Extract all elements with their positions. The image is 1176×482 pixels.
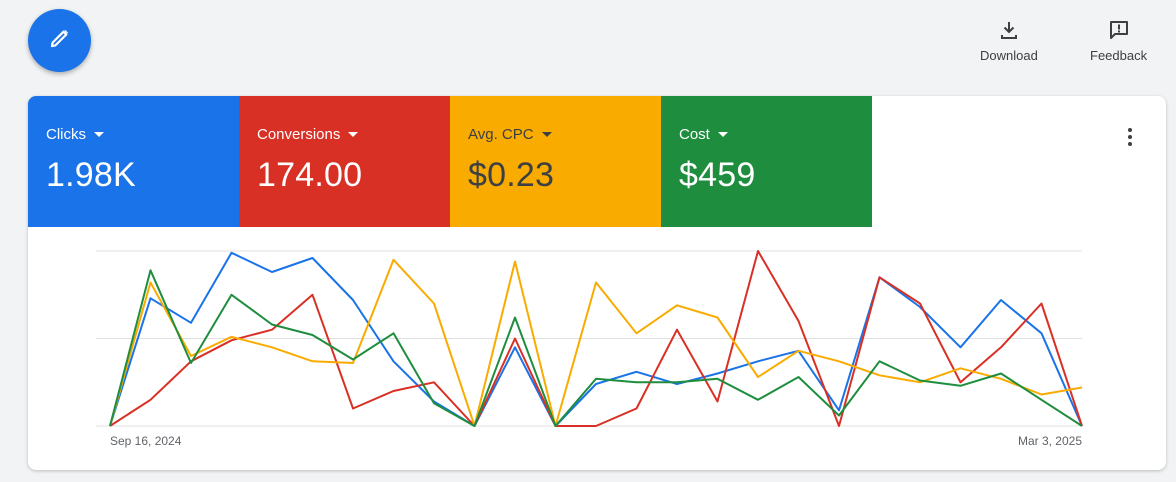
metric-label: Conversions <box>257 126 341 143</box>
metric-value: $0.23 <box>468 156 555 194</box>
more-vert-icon <box>1128 128 1132 132</box>
metric-value: 174.00 <box>257 156 363 194</box>
chart-grid <box>96 250 1082 427</box>
download-label: Download <box>980 48 1038 63</box>
metric-tile-cost[interactable]: Cost $459 <box>661 96 872 227</box>
metric-label: Avg. CPC <box>468 126 534 143</box>
series-line-3 <box>109 269 1083 427</box>
more-options-button[interactable] <box>1120 124 1140 150</box>
series-line-1 <box>109 250 1083 427</box>
line-chart: Sep 16, 2024 Mar 3, 2025 <box>96 250 1083 448</box>
feedback-button[interactable]: Feedback <box>1090 18 1147 63</box>
x-axis-start-label: Sep 16, 2024 <box>110 434 182 448</box>
caret-down-icon <box>348 132 359 137</box>
metric-value: 1.98K <box>46 156 136 194</box>
feedback-label: Feedback <box>1090 48 1148 63</box>
edit-fab-button[interactable] <box>28 9 91 72</box>
caret-down-icon <box>94 132 104 137</box>
metric-tile-clicks[interactable]: Clicks 1.98K <box>28 96 239 227</box>
metric-value: $459 <box>679 156 756 194</box>
metric-tile-conversions[interactable]: Conversions 174.00 <box>239 96 450 227</box>
series-line-2 <box>109 258 1083 427</box>
metric-label: Clicks <box>46 126 86 143</box>
caret-down-icon <box>717 132 728 137</box>
caret-down-icon <box>541 132 552 137</box>
chart-series <box>109 250 1083 427</box>
x-axis-end-label: Mar 3, 2025 <box>1018 434 1082 448</box>
metric-label: Cost <box>679 126 710 143</box>
series-line-0 <box>109 251 1083 427</box>
feedback-icon <box>1108 18 1130 42</box>
metric-tile-avg-cpc[interactable]: Avg. CPC $0.23 <box>450 96 661 227</box>
pencil-icon <box>48 26 72 55</box>
download-icon <box>1000 18 1018 42</box>
performance-card: Clicks 1.98K Conversions 174.00 Avg. CPC… <box>28 96 1166 470</box>
download-button[interactable]: Download <box>980 18 1038 63</box>
